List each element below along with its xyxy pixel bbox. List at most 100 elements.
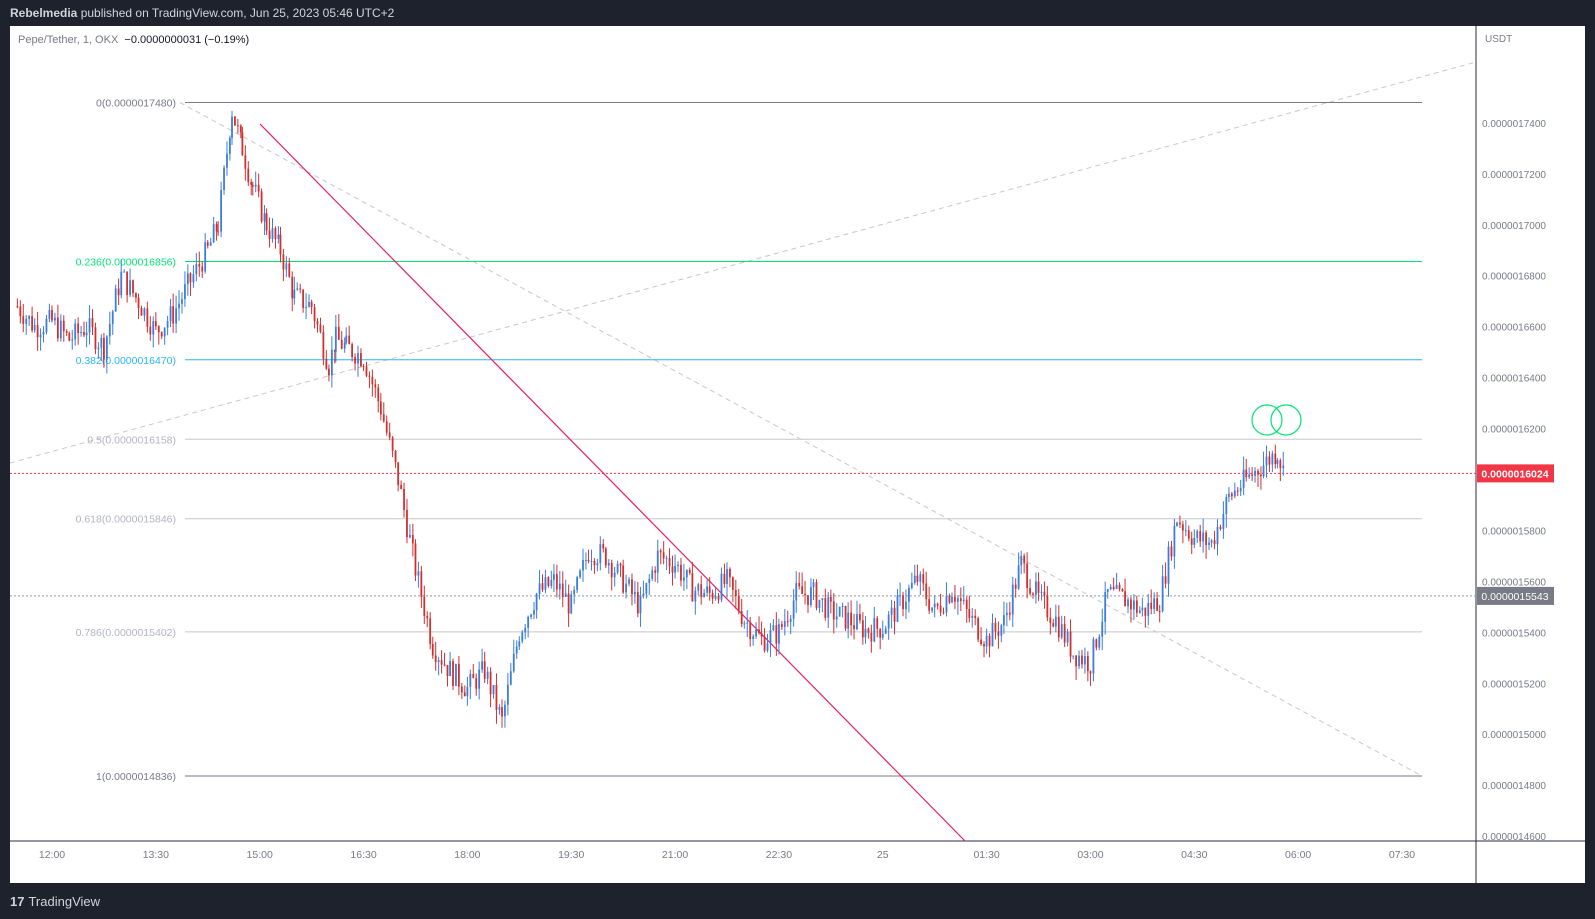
candle-body	[1257, 471, 1259, 475]
price-axis-unit: USDT	[1485, 34, 1512, 45]
candle-body	[418, 571, 420, 575]
candle-body	[22, 316, 24, 324]
candle-body	[536, 594, 538, 610]
candle-body	[363, 366, 365, 367]
candle-body	[432, 644, 434, 655]
candle-body	[277, 235, 279, 239]
candle-body	[25, 319, 27, 324]
candle-body	[1093, 639, 1095, 673]
candle-body	[602, 544, 604, 548]
candle-body	[447, 665, 449, 676]
candle-body	[441, 660, 443, 665]
candle-body	[54, 318, 56, 321]
candle-body	[957, 598, 959, 602]
candle-body	[922, 574, 924, 583]
candle-body	[738, 596, 740, 611]
candle-body	[1271, 454, 1273, 465]
candle-body	[1185, 530, 1187, 531]
time-tick-label: 19:30	[558, 849, 584, 861]
candle-body	[729, 569, 731, 577]
candle-body	[752, 636, 754, 639]
candle-body	[1191, 539, 1193, 545]
candle-body	[314, 307, 316, 321]
candle-body	[1282, 466, 1284, 469]
candle-body	[801, 586, 803, 594]
candle-body	[810, 587, 812, 605]
price-tick-label: 0.0000015600	[1482, 577, 1546, 588]
candle-body	[1064, 624, 1066, 643]
candle-body	[1139, 610, 1141, 612]
candle-body	[677, 565, 679, 566]
candle-body	[348, 336, 350, 345]
tradingview-brand[interactable]: TradingView	[28, 894, 100, 909]
price-chart[interactable]: USDT0.00000174000.00000172000.0000017000…	[10, 26, 1585, 883]
candle-body	[109, 324, 111, 337]
candle-body	[1228, 494, 1230, 497]
candle-body	[305, 307, 307, 308]
candle-body	[1174, 526, 1176, 557]
candle-body	[732, 577, 734, 590]
symbol-label[interactable]: Pepe/Tether, 1, OKX	[18, 34, 118, 46]
chart-panel[interactable]: USDT0.00000174000.00000172000.0000017000…	[10, 26, 1585, 883]
candle-body	[380, 401, 382, 414]
candle-body	[816, 582, 818, 608]
candle-body	[213, 224, 215, 242]
candle-body	[293, 290, 295, 299]
candle-body	[634, 592, 636, 594]
candle-body	[472, 674, 474, 678]
candle-body	[570, 595, 572, 614]
price-tick-label: 0.0000015800	[1482, 526, 1546, 537]
candle-body	[170, 306, 172, 321]
candle-body	[795, 583, 797, 600]
candle-body	[539, 583, 541, 594]
candle-body	[201, 267, 203, 272]
publisher-name[interactable]: Rebelmedia	[10, 6, 77, 20]
candle-body	[1144, 608, 1146, 616]
candle-body	[576, 577, 578, 590]
candle-body	[1133, 600, 1135, 609]
candle-body	[689, 570, 691, 573]
price-tick-label: 0.0000015400	[1482, 628, 1546, 639]
candle-body	[1067, 632, 1069, 643]
price-tick-label: 0.0000014600	[1482, 832, 1546, 843]
candle-body	[1237, 491, 1239, 492]
candle-body	[859, 614, 861, 620]
candle-body	[126, 272, 128, 295]
candle-body	[241, 132, 243, 155]
candle-body	[986, 636, 988, 647]
candle-body	[19, 307, 21, 317]
candle-body	[103, 338, 105, 360]
candle-body	[905, 602, 907, 609]
time-tick-label: 12:00	[39, 849, 65, 861]
candle-body	[275, 228, 277, 239]
candle-body	[37, 325, 39, 337]
candle-body	[1026, 563, 1028, 588]
candle-body	[836, 616, 838, 619]
candle-body	[790, 619, 792, 622]
candle-body	[283, 254, 285, 269]
tradingview-logo-icon[interactable]: 17	[10, 894, 24, 909]
candle-body	[1038, 582, 1040, 593]
candle-body	[351, 344, 353, 357]
candle-body	[210, 242, 212, 245]
candle-body	[755, 629, 757, 636]
candle-body	[594, 561, 596, 565]
candle-body	[637, 592, 639, 613]
candle-body	[940, 606, 942, 613]
candle-body	[784, 621, 786, 627]
candle-body	[718, 596, 720, 600]
candle-body	[1061, 624, 1063, 637]
candle-body	[1032, 594, 1034, 595]
candle-body	[504, 705, 506, 717]
candle-body	[596, 563, 598, 565]
candle-body	[1193, 538, 1195, 545]
candle-body	[660, 551, 662, 553]
candle-body	[888, 615, 890, 629]
candle-body	[1009, 613, 1011, 615]
candle-body	[167, 321, 169, 327]
candle-body	[550, 580, 552, 586]
candle-body	[1150, 603, 1152, 609]
candle-body	[95, 327, 97, 349]
candle-body	[74, 323, 76, 339]
candle-body	[974, 616, 976, 618]
